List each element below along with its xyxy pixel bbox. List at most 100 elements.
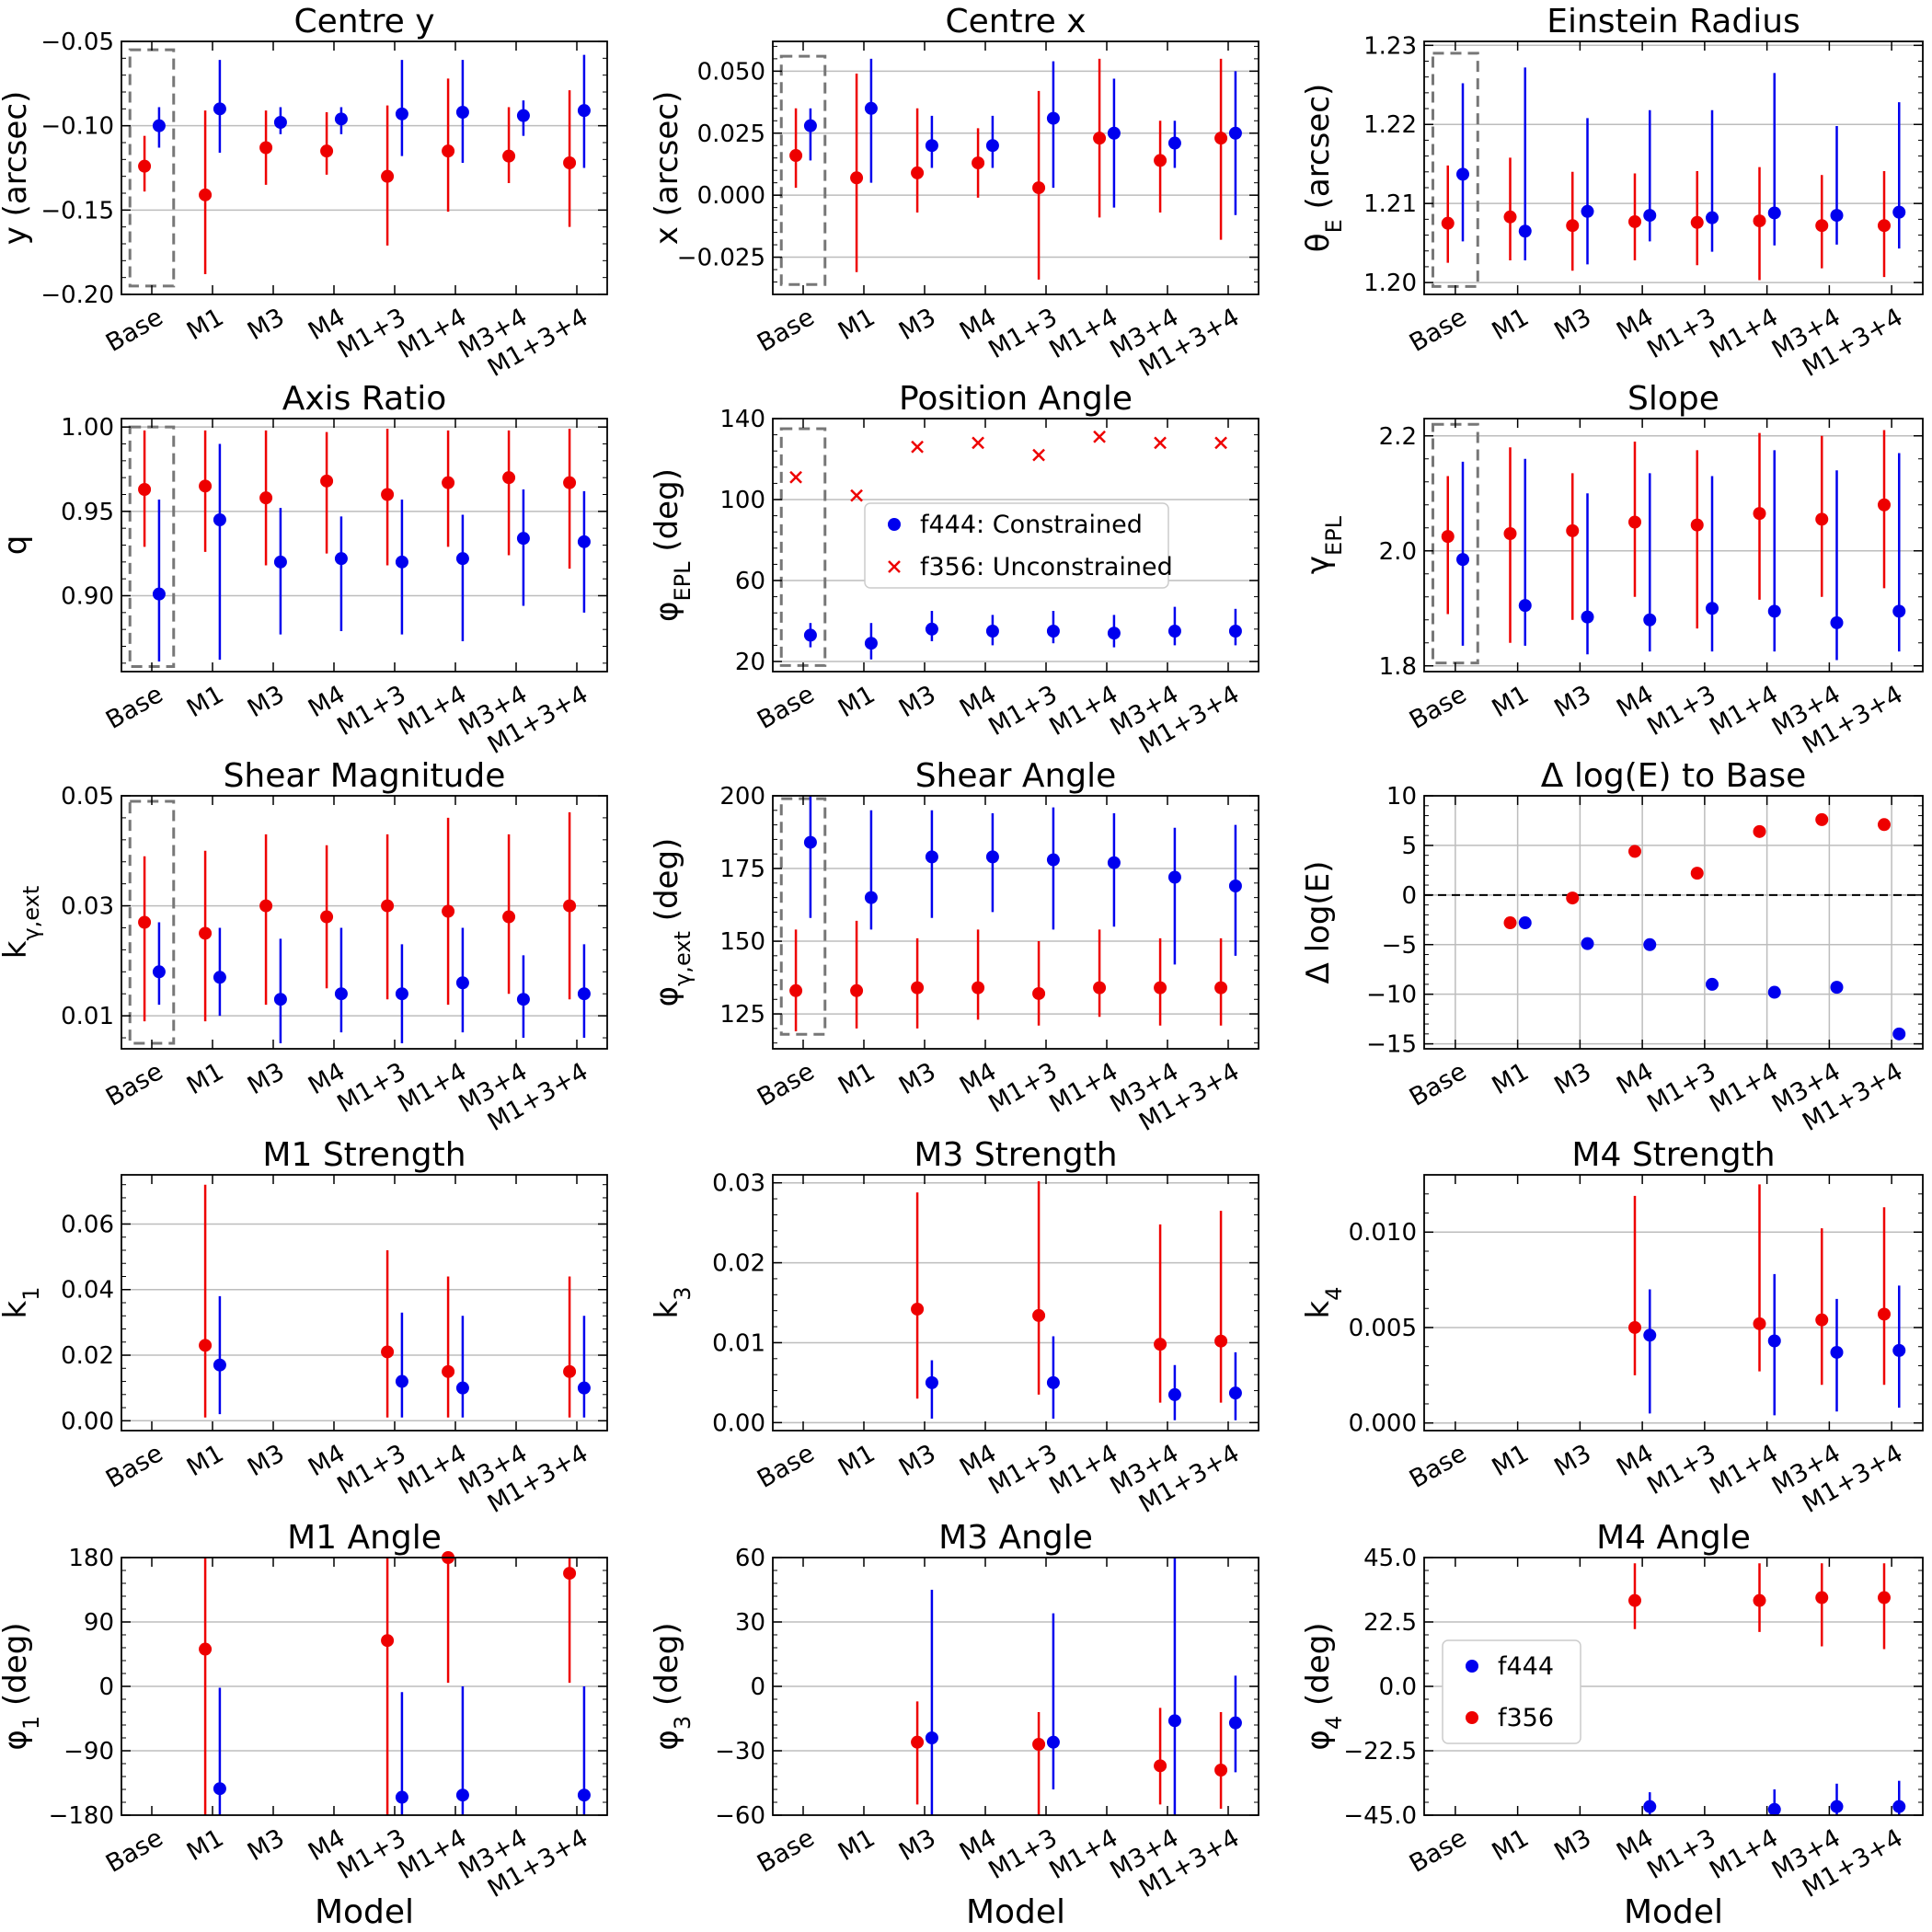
point-f356 (259, 899, 273, 913)
point-f444 (1892, 1343, 1906, 1357)
point-f444 (273, 993, 287, 1006)
point-f356 (442, 476, 455, 489)
point-f444 (577, 1381, 591, 1395)
point-f444 (985, 625, 999, 638)
point-f444 (213, 513, 226, 526)
xtick-label: Base (1405, 1057, 1471, 1112)
point-f444 (1706, 211, 1719, 224)
xtick-label: Base (101, 1823, 167, 1879)
point-f444 (516, 532, 530, 546)
ylabel-subscript: γ,ext (670, 931, 696, 986)
point-f356 (1627, 515, 1641, 529)
point-f356 (1753, 214, 1766, 228)
axes-frame (121, 1174, 608, 1432)
point-f356 (1815, 1313, 1829, 1327)
xtick-label: M1+3 (1642, 1823, 1720, 1885)
point-f356 (1690, 215, 1704, 229)
ytick-label: 0.02 (61, 1342, 114, 1370)
point-f356 (1690, 518, 1704, 532)
point-f444 (1643, 937, 1657, 951)
ylabel-rest: (deg) (1300, 1622, 1337, 1715)
legend-label: f356 (1498, 1704, 1554, 1732)
ytick-label: 0.05 (61, 783, 114, 811)
point-f356 (1441, 216, 1455, 230)
xtick-label: M1+3 (1642, 1057, 1720, 1119)
xtick-label: M3 (1549, 1057, 1596, 1100)
xtick-label: M3 (243, 1057, 290, 1100)
point-f444 (985, 850, 999, 864)
y-axis-label: φ4 (deg) (1300, 1622, 1347, 1750)
ytick-label: 0.03 (712, 1170, 765, 1198)
ylabel-subscript: 3 (670, 1716, 696, 1730)
point-f356 (1093, 132, 1107, 145)
point-f356 (199, 188, 213, 201)
xtick-label: M3 (243, 680, 290, 723)
point-f444 (1767, 1802, 1781, 1816)
xtick-label: Base (1405, 680, 1471, 735)
ytick-label: 0.00 (712, 1409, 765, 1437)
point-f444 (925, 622, 938, 636)
ytick-label: 0.95 (61, 499, 114, 526)
ylabel-rest: (arcsec) (1300, 84, 1337, 219)
panel-title: Shear Angle (915, 757, 1117, 795)
xtick-label: M3 (1549, 1439, 1596, 1482)
point-f444 (455, 976, 469, 990)
y-axis-label: φγ,ext (deg) (649, 838, 696, 1007)
base-highlight-box (1431, 52, 1479, 288)
point-f356 (1032, 1738, 1046, 1751)
xtick-label: M1 (1488, 1823, 1535, 1867)
xtick-label: Base (753, 1439, 819, 1494)
point-f356 (199, 1339, 213, 1352)
point-f444 (1830, 1800, 1844, 1813)
xtick-label: M1 (1488, 303, 1535, 346)
point-f356 (972, 156, 985, 170)
point-f356 (442, 1364, 455, 1378)
axes-frame (772, 1174, 1259, 1432)
panel-title: Einstein Radius (1547, 3, 1800, 40)
point-f444 (1892, 604, 1906, 618)
xtick-label: M3 (894, 303, 941, 346)
ytick-label: 0.03 (61, 893, 114, 921)
point-f356 (502, 910, 516, 924)
base-highlight-box (779, 427, 827, 667)
base-highlight-box (779, 54, 827, 286)
point-f356 (320, 910, 334, 924)
point-f356 (1032, 448, 1045, 462)
xtick-label: M1+4 (393, 303, 471, 364)
point-f356 (1815, 219, 1829, 233)
series-layer (1633, 1184, 1901, 1416)
series-layer (143, 429, 586, 661)
point-f444 (925, 1375, 938, 1389)
y-axis-label: θE (arcsec) (1300, 84, 1347, 252)
y-axis-label: y (arcsec) (0, 91, 34, 246)
xtick-label: Base (753, 1823, 819, 1879)
ytick-label: 0 (98, 1673, 114, 1701)
point-f356 (1627, 214, 1641, 228)
ytick-label: 0.050 (697, 58, 765, 86)
xtick-label: M1 (182, 1057, 229, 1100)
xtick-label: M1+3 (332, 1057, 410, 1119)
xtick-label: Base (101, 303, 167, 358)
point-f444 (516, 109, 530, 122)
point-f356 (1815, 1591, 1829, 1604)
point-f444 (803, 628, 817, 642)
point-f444 (1228, 625, 1242, 638)
xtick-label: M1+4 (1044, 680, 1122, 742)
ytick-label: 0.010 (1349, 1219, 1417, 1247)
point-f356 (972, 436, 984, 450)
point-f444 (1518, 224, 1532, 238)
ylabel-subscript: 1 (18, 1287, 44, 1301)
y-axis-label: φ3 (deg) (649, 1622, 696, 1750)
point-f356 (563, 899, 577, 913)
series-layer (915, 1180, 1237, 1420)
ylabel-main: γ (1300, 556, 1337, 574)
ytick-label: 0.06 (61, 1211, 114, 1238)
ytick-label: 1.8 (1379, 653, 1417, 681)
xtick-label: M1 (182, 303, 229, 346)
xtick-label: M1 (834, 1439, 880, 1482)
point-f356 (1214, 132, 1228, 145)
point-f444 (1167, 625, 1181, 638)
